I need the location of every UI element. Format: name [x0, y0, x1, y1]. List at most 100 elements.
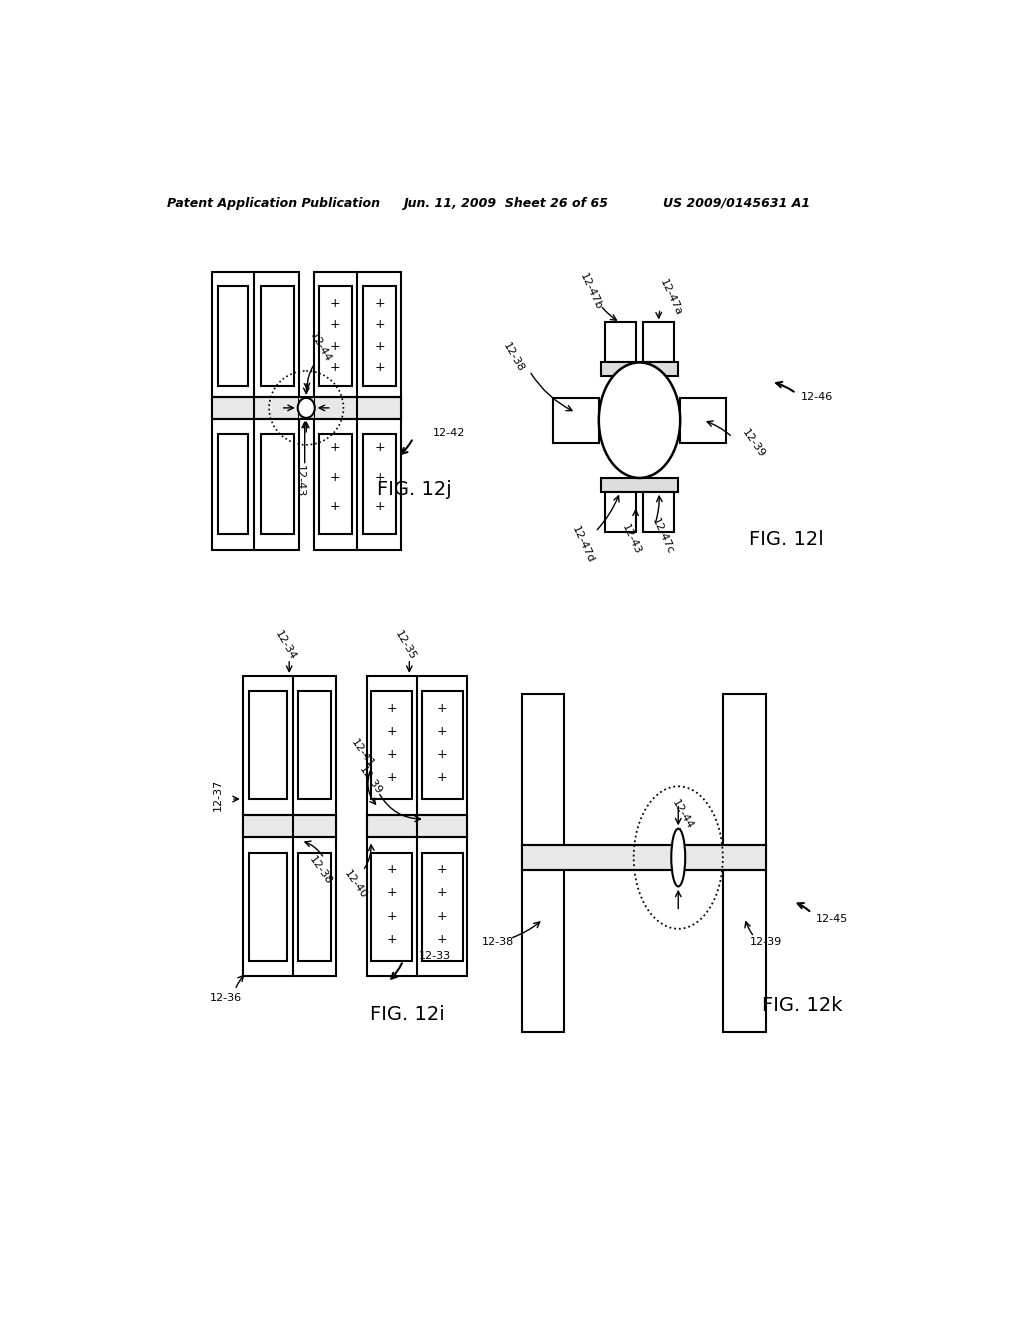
Text: 12-38: 12-38: [307, 854, 334, 887]
Bar: [212, 397, 299, 418]
Text: 12-39: 12-39: [750, 937, 782, 948]
Text: +: +: [437, 933, 447, 945]
Bar: [601, 478, 678, 492]
Text: 12-36: 12-36: [210, 993, 242, 1003]
Bar: [218, 286, 248, 387]
Text: 12-35: 12-35: [393, 628, 418, 661]
Text: +: +: [374, 471, 385, 483]
Bar: [249, 853, 287, 961]
Bar: [298, 853, 331, 961]
Text: +: +: [374, 500, 385, 513]
Text: +: +: [437, 725, 447, 738]
Ellipse shape: [298, 397, 314, 418]
Text: +: +: [330, 297, 341, 310]
Text: +: +: [374, 362, 385, 375]
Bar: [372, 853, 413, 961]
Ellipse shape: [599, 363, 680, 478]
Text: 12-40: 12-40: [342, 869, 369, 900]
Bar: [422, 692, 463, 799]
Bar: [362, 286, 396, 387]
Bar: [521, 845, 766, 870]
Text: +: +: [330, 441, 341, 454]
Ellipse shape: [672, 829, 685, 887]
Text: 12-42: 12-42: [432, 428, 465, 437]
Bar: [249, 692, 287, 799]
Bar: [643, 492, 675, 532]
Text: +: +: [374, 318, 385, 331]
Text: 12-44: 12-44: [670, 797, 694, 832]
Bar: [604, 492, 636, 532]
Text: 12-43: 12-43: [621, 523, 643, 556]
Text: +: +: [387, 725, 397, 738]
Bar: [243, 676, 336, 977]
Bar: [680, 397, 726, 442]
Bar: [601, 363, 678, 376]
Text: +: +: [330, 362, 341, 375]
Text: +: +: [387, 933, 397, 945]
Text: 12-34: 12-34: [273, 628, 298, 661]
Text: +: +: [387, 748, 397, 760]
Text: 12-43: 12-43: [295, 465, 305, 498]
Text: +: +: [437, 771, 447, 784]
Text: 12-37: 12-37: [213, 779, 223, 812]
Bar: [260, 286, 294, 387]
Bar: [243, 816, 336, 837]
Text: FIG. 12j: FIG. 12j: [378, 480, 453, 499]
Bar: [314, 397, 400, 418]
Text: 12-46: 12-46: [801, 392, 833, 403]
Bar: [298, 692, 331, 799]
Text: 12-41: 12-41: [349, 738, 376, 770]
Bar: [723, 693, 766, 1032]
Text: +: +: [330, 339, 341, 352]
Bar: [362, 434, 396, 535]
Text: +: +: [374, 339, 385, 352]
Text: 12-39: 12-39: [357, 764, 384, 797]
Bar: [422, 853, 463, 961]
Text: +: +: [387, 909, 397, 923]
Bar: [318, 434, 352, 535]
Bar: [643, 322, 675, 363]
Text: +: +: [374, 297, 385, 310]
Text: +: +: [330, 500, 341, 513]
Text: 12-38: 12-38: [482, 937, 515, 948]
Bar: [260, 434, 294, 535]
Text: FIG. 12l: FIG. 12l: [750, 531, 824, 549]
Text: +: +: [374, 441, 385, 454]
Text: 12-33: 12-33: [419, 952, 451, 961]
Bar: [367, 816, 467, 837]
Text: 12-47a: 12-47a: [657, 279, 683, 318]
Bar: [299, 397, 314, 418]
Text: Patent Application Publication: Patent Application Publication: [167, 197, 380, 210]
Text: 12-47b: 12-47b: [578, 272, 603, 312]
Text: +: +: [387, 771, 397, 784]
Bar: [553, 397, 599, 442]
Text: Jun. 11, 2009  Sheet 26 of 65: Jun. 11, 2009 Sheet 26 of 65: [403, 197, 608, 210]
Text: +: +: [387, 702, 397, 714]
Bar: [212, 272, 299, 549]
Bar: [218, 434, 248, 535]
Text: +: +: [437, 909, 447, 923]
Bar: [314, 272, 400, 549]
Text: +: +: [330, 471, 341, 483]
Text: 12-44: 12-44: [308, 330, 333, 363]
Bar: [521, 693, 564, 1032]
Text: +: +: [387, 887, 397, 899]
Bar: [604, 322, 636, 363]
Text: +: +: [437, 887, 447, 899]
Bar: [372, 692, 413, 799]
Text: US 2009/0145631 A1: US 2009/0145631 A1: [663, 197, 810, 210]
Text: +: +: [330, 318, 341, 331]
Text: 12-38: 12-38: [502, 342, 526, 375]
Text: 12-39: 12-39: [740, 428, 767, 459]
Text: +: +: [437, 748, 447, 760]
Bar: [318, 286, 352, 387]
Text: 12-47c: 12-47c: [650, 517, 676, 556]
Text: 12-45: 12-45: [816, 915, 849, 924]
Text: +: +: [437, 702, 447, 714]
Text: FIG. 12i: FIG. 12i: [370, 1005, 444, 1024]
Text: FIG. 12k: FIG. 12k: [762, 995, 843, 1015]
Bar: [367, 676, 467, 977]
Text: 12-47d: 12-47d: [570, 524, 596, 564]
Text: +: +: [437, 863, 447, 876]
Text: +: +: [387, 863, 397, 876]
